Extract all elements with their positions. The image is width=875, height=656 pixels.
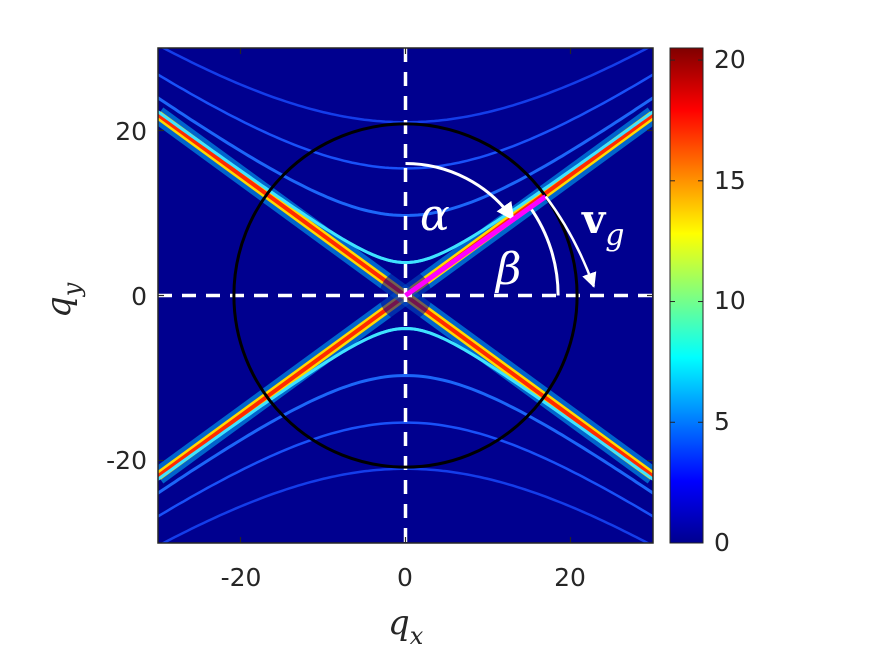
x-tick-label: 20 bbox=[554, 563, 586, 592]
colorbar-tick-label: 5 bbox=[714, 407, 730, 436]
beta-arc bbox=[528, 206, 560, 296]
hyperbola-ridge bbox=[158, 373, 653, 495]
hyperbola-ridge bbox=[158, 96, 653, 218]
hyperbola-ridge bbox=[158, 421, 653, 518]
colorbar-tick-label: 0 bbox=[714, 528, 730, 557]
x-tick-label: -20 bbox=[221, 563, 262, 592]
colorbar-tick-label: 20 bbox=[714, 45, 746, 74]
y-tick-label: -20 bbox=[106, 446, 147, 475]
overlay bbox=[158, 48, 653, 543]
colorbar-tick-marks bbox=[670, 59, 703, 544]
colorbar bbox=[669, 47, 704, 544]
y-tick-marks bbox=[158, 129, 653, 462]
group-velocity-vector bbox=[404, 194, 548, 298]
x-tick-label: 0 bbox=[397, 563, 413, 592]
x-tick-marks bbox=[239, 48, 572, 543]
beta-label: β bbox=[494, 244, 521, 295]
alpha-arc bbox=[405, 162, 515, 221]
colorbar-tick-label: 15 bbox=[714, 166, 746, 195]
inner-hyperbola bbox=[158, 326, 653, 482]
alpha-label: α bbox=[420, 190, 450, 241]
reference-circle bbox=[232, 122, 579, 469]
x-axis-label: qx bbox=[388, 603, 424, 650]
y-tick-label: 0 bbox=[131, 282, 147, 311]
y-tick-label: 20 bbox=[115, 117, 147, 146]
colorbar-tick-label: 10 bbox=[714, 286, 746, 315]
vg-label: vg bbox=[581, 196, 624, 253]
inner-hyperbola bbox=[158, 109, 653, 265]
vg-direction-arrow bbox=[544, 195, 597, 288]
y-axis-label: qy bbox=[39, 282, 86, 318]
